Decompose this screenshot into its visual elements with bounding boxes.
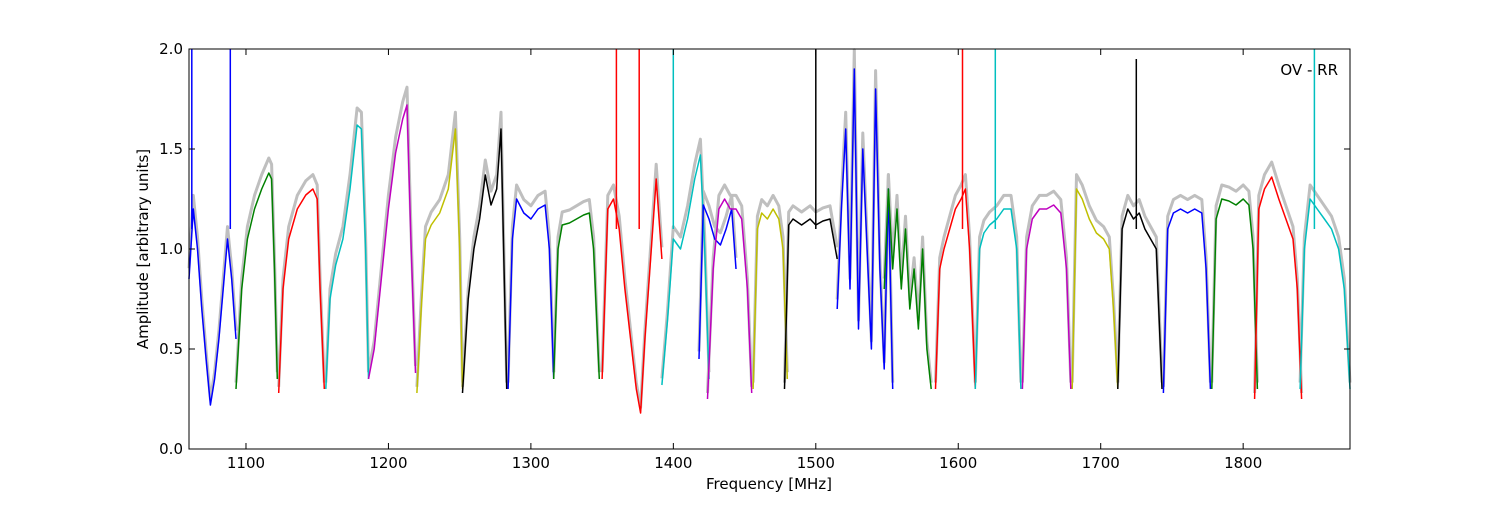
x-axis-label: Frequency [MHz] (706, 475, 832, 493)
band-line-13 (706, 198, 753, 400)
band-line-15 (783, 218, 838, 390)
x-tick-label-1: 1100 (227, 454, 265, 472)
x-tick-label-8: 1800 (1224, 454, 1262, 472)
reference-line-26 (1298, 183, 1352, 383)
band-line-16 (836, 68, 894, 390)
reference-line-18 (934, 173, 977, 383)
band-line-5 (367, 104, 417, 380)
band-series-layer (188, 68, 1351, 414)
band-line-2 (235, 172, 279, 390)
reference-line-19 (973, 193, 1023, 383)
reference-line-8 (506, 183, 556, 383)
band-line-18 (934, 188, 977, 390)
x-tick-label-7: 1700 (1082, 454, 1120, 472)
y-tick-label-5: 2.0 (159, 40, 183, 58)
band-line-4 (325, 124, 370, 390)
band-line-14 (752, 208, 789, 390)
reference-line-9 (552, 198, 601, 373)
x-tick-label-6: 1600 (939, 454, 977, 472)
reference-line-15 (783, 204, 839, 383)
reference-line-22 (1116, 193, 1164, 383)
x-tick-label-3: 1300 (512, 454, 550, 472)
reference-line-25 (1253, 160, 1304, 394)
reference-line-23 (1161, 193, 1212, 387)
band-line-10 (601, 178, 663, 414)
band-line-26 (1299, 198, 1351, 390)
band-line-19 (974, 208, 1022, 390)
x-tick-label-2: 1200 (369, 454, 407, 472)
spike-layer (191, 49, 1316, 229)
y-axis-label: Amplitude [arbitrary units] (134, 149, 152, 349)
y-tick-label-1: 0.0 (159, 440, 183, 458)
band-line-1 (188, 208, 237, 406)
band-line-12 (698, 204, 737, 360)
y-tick-label-4: 1.5 (159, 140, 183, 158)
reference-line-24 (1210, 183, 1259, 383)
band-line-6 (416, 128, 464, 394)
y-axis-ticks: 0.0 0.5 1.0 1.5 2.0 (159, 40, 1350, 458)
band-line-25 (1253, 176, 1303, 400)
band-line-21 (1071, 188, 1119, 390)
band-line-9 (552, 212, 601, 380)
band-line-8 (507, 198, 555, 390)
reference-line-14 (751, 193, 789, 383)
band-line-3 (277, 188, 326, 394)
band-line-20 (1021, 204, 1072, 390)
x-tick-label-5: 1500 (797, 454, 835, 472)
y-tick-label-2: 0.5 (159, 340, 183, 358)
x-axis-ticks: 1100 1200 1300 1400 1500 1600 1700 1800 (227, 49, 1262, 472)
band-line-23 (1162, 208, 1212, 394)
band-line-24 (1211, 198, 1259, 390)
reference-line-10 (600, 162, 664, 410)
band-line-22 (1117, 208, 1163, 390)
reference-line-20 (1020, 189, 1073, 383)
reference-line-13 (706, 183, 754, 394)
reference-line-1 (187, 193, 238, 401)
band-line-7 (461, 128, 508, 394)
annotation-label: OV - RR (1280, 61, 1338, 79)
y-tick-label-3: 1.0 (159, 240, 183, 258)
band-line-17 (883, 188, 932, 390)
x-tick-label-4: 1400 (654, 454, 692, 472)
reference-line-7 (461, 110, 509, 387)
